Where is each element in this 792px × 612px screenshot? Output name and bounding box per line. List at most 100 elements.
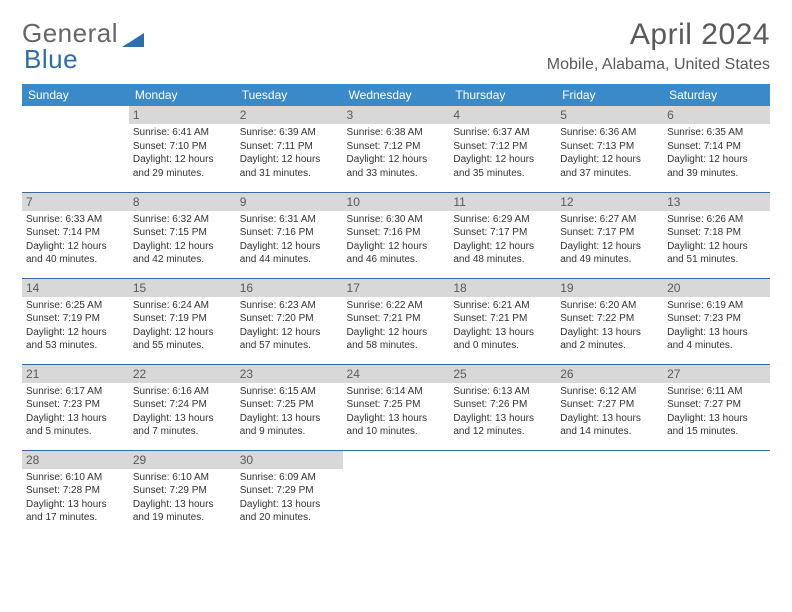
calendar-day-cell: 18 Sunrise: 6:21 AMSunset: 7:21 PMDayligh… [449, 278, 556, 364]
weekday-header-row: Sunday Monday Tuesday Wednesday Thursday… [22, 84, 770, 106]
day-number: 10 [343, 193, 450, 211]
calendar-day-cell: 6 Sunrise: 6:35 AMSunset: 7:14 PMDaylight… [663, 106, 770, 192]
calendar-day-cell [343, 450, 450, 536]
day-number: 5 [556, 106, 663, 124]
calendar-table: Sunday Monday Tuesday Wednesday Thursday… [22, 84, 770, 536]
calendar-day-cell: 23 Sunrise: 6:15 AMSunset: 7:25 PMDayligh… [236, 364, 343, 450]
calendar-day-cell: 12 Sunrise: 6:27 AMSunset: 7:17 PMDayligh… [556, 192, 663, 278]
day-details: Sunrise: 6:36 AMSunset: 7:13 PMDaylight:… [560, 126, 659, 180]
calendar-day-cell: 17 Sunrise: 6:22 AMSunset: 7:21 PMDayligh… [343, 278, 450, 364]
day-number: 11 [449, 193, 556, 211]
day-details: Sunrise: 6:32 AMSunset: 7:15 PMDaylight:… [133, 213, 232, 267]
weekday-header: Monday [129, 84, 236, 106]
day-details: Sunrise: 6:26 AMSunset: 7:18 PMDaylight:… [667, 213, 766, 267]
day-number: 18 [449, 279, 556, 297]
brand-triangle-icon [122, 29, 144, 47]
calendar-day-cell: 4 Sunrise: 6:37 AMSunset: 7:12 PMDaylight… [449, 106, 556, 192]
calendar-day-cell: 26 Sunrise: 6:12 AMSunset: 7:27 PMDayligh… [556, 364, 663, 450]
day-details: Sunrise: 6:09 AMSunset: 7:29 PMDaylight:… [240, 471, 339, 525]
calendar-day-cell: 29 Sunrise: 6:10 AMSunset: 7:29 PMDayligh… [129, 450, 236, 536]
day-details: Sunrise: 6:22 AMSunset: 7:21 PMDaylight:… [347, 299, 446, 353]
calendar-day-cell: 15Sunrise: 6:24 AMSunset: 7:19 PMDayligh… [129, 278, 236, 364]
day-number: 24 [343, 365, 450, 383]
weekday-header: Wednesday [343, 84, 450, 106]
day-details: Sunrise: 6:33 AMSunset: 7:14 PMDaylight:… [26, 213, 125, 267]
calendar-week-row: 7 Sunrise: 6:33 AMSunset: 7:14 PMDaylight… [22, 192, 770, 278]
weekday-header: Saturday [663, 84, 770, 106]
calendar-day-cell: 11 Sunrise: 6:29 AMSunset: 7:17 PMDayligh… [449, 192, 556, 278]
day-number: 1 [129, 106, 236, 124]
weekday-header: Friday [556, 84, 663, 106]
day-number: 17 [343, 279, 450, 297]
calendar-week-row: 1 Sunrise: 6:41 AMSunset: 7:10 PMDaylight… [22, 106, 770, 192]
day-number: 6 [663, 106, 770, 124]
day-details: Sunrise: 6:38 AMSunset: 7:12 PMDaylight:… [347, 126, 446, 180]
calendar-day-cell: 9 Sunrise: 6:31 AMSunset: 7:16 PMDaylight… [236, 192, 343, 278]
day-number: 19 [556, 279, 663, 297]
calendar-day-cell [663, 450, 770, 536]
day-number: 29 [129, 451, 236, 469]
day-details: Sunrise: 6:29 AMSunset: 7:17 PMDaylight:… [453, 213, 552, 267]
calendar-day-cell: 24 Sunrise: 6:14 AMSunset: 7:25 PMDayligh… [343, 364, 450, 450]
day-number: 28 [22, 451, 129, 469]
day-number: 2 [236, 106, 343, 124]
calendar-day-cell: 28 Sunrise: 6:10 AMSunset: 7:28 PMDayligh… [22, 450, 129, 536]
day-details: Sunrise: 6:13 AMSunset: 7:26 PMDaylight:… [453, 385, 552, 439]
day-details: Sunrise: 6:11 AMSunset: 7:27 PMDaylight:… [667, 385, 766, 439]
weekday-header: Tuesday [236, 84, 343, 106]
calendar-day-cell: 1 Sunrise: 6:41 AMSunset: 7:10 PMDaylight… [129, 106, 236, 192]
day-number: 20 [663, 279, 770, 297]
day-details: Sunrise: 6:21 AMSunset: 7:21 PMDaylight:… [453, 299, 552, 353]
calendar-week-row: 28 Sunrise: 6:10 AMSunset: 7:28 PMDayligh… [22, 450, 770, 536]
day-details: Sunrise: 6:30 AMSunset: 7:16 PMDaylight:… [347, 213, 446, 267]
location-text: Mobile, Alabama, United States [547, 56, 770, 74]
weekday-header: Thursday [449, 84, 556, 106]
day-number: 22 [129, 365, 236, 383]
day-number: 8 [129, 193, 236, 211]
day-details: Sunrise: 6:23 AMSunset: 7:20 PMDaylight:… [240, 299, 339, 353]
calendar-day-cell: 30 Sunrise: 6:09 AMSunset: 7:29 PMDayligh… [236, 450, 343, 536]
brand-logo: General Blue [22, 18, 144, 49]
day-details: Sunrise: 6:17 AMSunset: 7:23 PMDaylight:… [26, 385, 125, 439]
day-details: Sunrise: 6:31 AMSunset: 7:16 PMDaylight:… [240, 213, 339, 267]
day-number: 26 [556, 365, 663, 383]
day-number: 30 [236, 451, 343, 469]
day-details: Sunrise: 6:27 AMSunset: 7:17 PMDaylight:… [560, 213, 659, 267]
day-number: 23 [236, 365, 343, 383]
day-details: Sunrise: 6:10 AMSunset: 7:29 PMDaylight:… [133, 471, 232, 525]
day-details: Sunrise: 6:19 AMSunset: 7:23 PMDaylight:… [667, 299, 766, 353]
day-details: Sunrise: 6:25 AMSunset: 7:19 PMDaylight:… [26, 299, 125, 353]
calendar-day-cell: 8 Sunrise: 6:32 AMSunset: 7:15 PMDaylight… [129, 192, 236, 278]
day-details: Sunrise: 6:10 AMSunset: 7:28 PMDaylight:… [26, 471, 125, 525]
day-number: 27 [663, 365, 770, 383]
day-number: 25 [449, 365, 556, 383]
day-details: Sunrise: 6:12 AMSunset: 7:27 PMDaylight:… [560, 385, 659, 439]
day-number: 4 [449, 106, 556, 124]
calendar-day-cell: 25 Sunrise: 6:13 AMSunset: 7:26 PMDayligh… [449, 364, 556, 450]
calendar-day-cell: 19Sunrise: 6:20 AMSunset: 7:22 PMDayligh… [556, 278, 663, 364]
day-details: Sunrise: 6:41 AMSunset: 7:10 PMDaylight:… [133, 126, 232, 180]
day-number: 16 [236, 279, 343, 297]
day-details: Sunrise: 6:15 AMSunset: 7:25 PMDaylight:… [240, 385, 339, 439]
day-number: 12 [556, 193, 663, 211]
brand-text-2: Blue [24, 44, 78, 75]
calendar-day-cell: 21 Sunrise: 6:17 AMSunset: 7:23 PMDayligh… [22, 364, 129, 450]
calendar-day-cell [449, 450, 556, 536]
day-details: Sunrise: 6:37 AMSunset: 7:12 PMDaylight:… [453, 126, 552, 180]
day-number: 7 [22, 193, 129, 211]
day-details: Sunrise: 6:24 AMSunset: 7:19 PMDaylight:… [133, 299, 232, 353]
calendar-week-row: 14Sunrise: 6:25 AMSunset: 7:19 PMDayligh… [22, 278, 770, 364]
calendar-day-cell: 16 Sunrise: 6:23 AMSunset: 7:20 PMDayligh… [236, 278, 343, 364]
calendar-day-cell: 10 Sunrise: 6:30 AMSunset: 7:16 PMDayligh… [343, 192, 450, 278]
day-number: 3 [343, 106, 450, 124]
day-number: 21 [22, 365, 129, 383]
day-number: 9 [236, 193, 343, 211]
calendar-day-cell [556, 450, 663, 536]
calendar-day-cell: 13 Sunrise: 6:26 AMSunset: 7:18 PMDayligh… [663, 192, 770, 278]
day-details: Sunrise: 6:35 AMSunset: 7:14 PMDaylight:… [667, 126, 766, 180]
day-details: Sunrise: 6:14 AMSunset: 7:25 PMDaylight:… [347, 385, 446, 439]
calendar-day-cell: 27 Sunrise: 6:11 AMSunset: 7:27 PMDayligh… [663, 364, 770, 450]
calendar-day-cell [22, 106, 129, 192]
calendar-day-cell: 7 Sunrise: 6:33 AMSunset: 7:14 PMDaylight… [22, 192, 129, 278]
day-number: 13 [663, 193, 770, 211]
